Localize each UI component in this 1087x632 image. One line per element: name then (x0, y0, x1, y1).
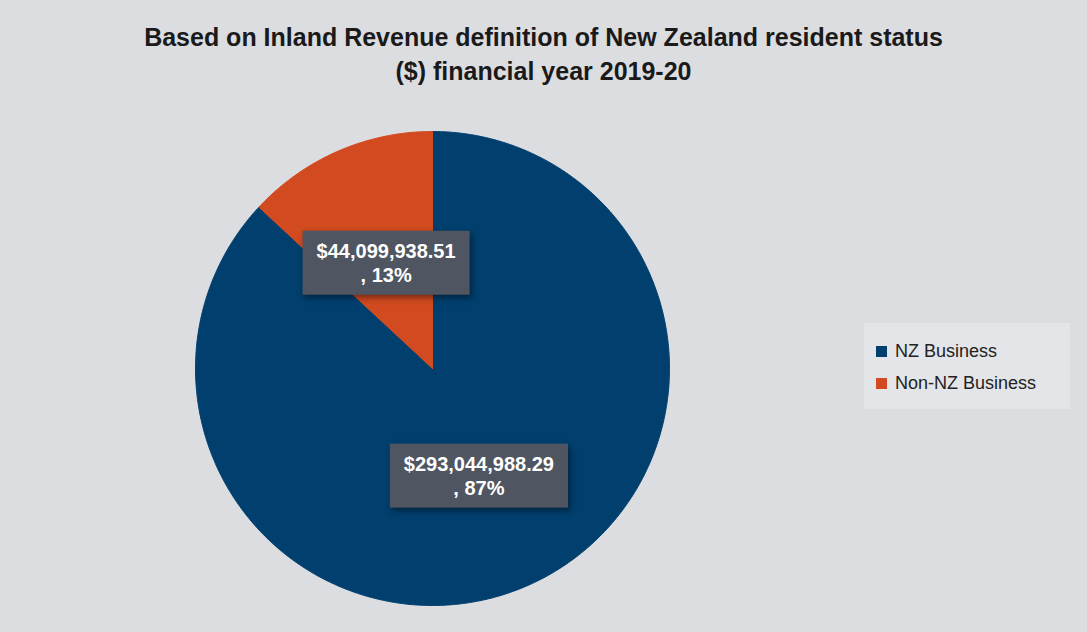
html-text:Non-NZ Business: Non-NZ Business (895, 372, 1036, 393)
svg-text:$293,044,988.29, 87%: $293,044,988.29, 87% (404, 453, 554, 499)
html-text:NZ Business: NZ Business (895, 340, 997, 361)
svg-text:$44,099,938.51, 13%: $44,099,938.51, 13% (317, 240, 456, 286)
html-text:Based on Inland Revenue defini: Based on Inland Revenue definition of Ne… (144, 23, 943, 85)
